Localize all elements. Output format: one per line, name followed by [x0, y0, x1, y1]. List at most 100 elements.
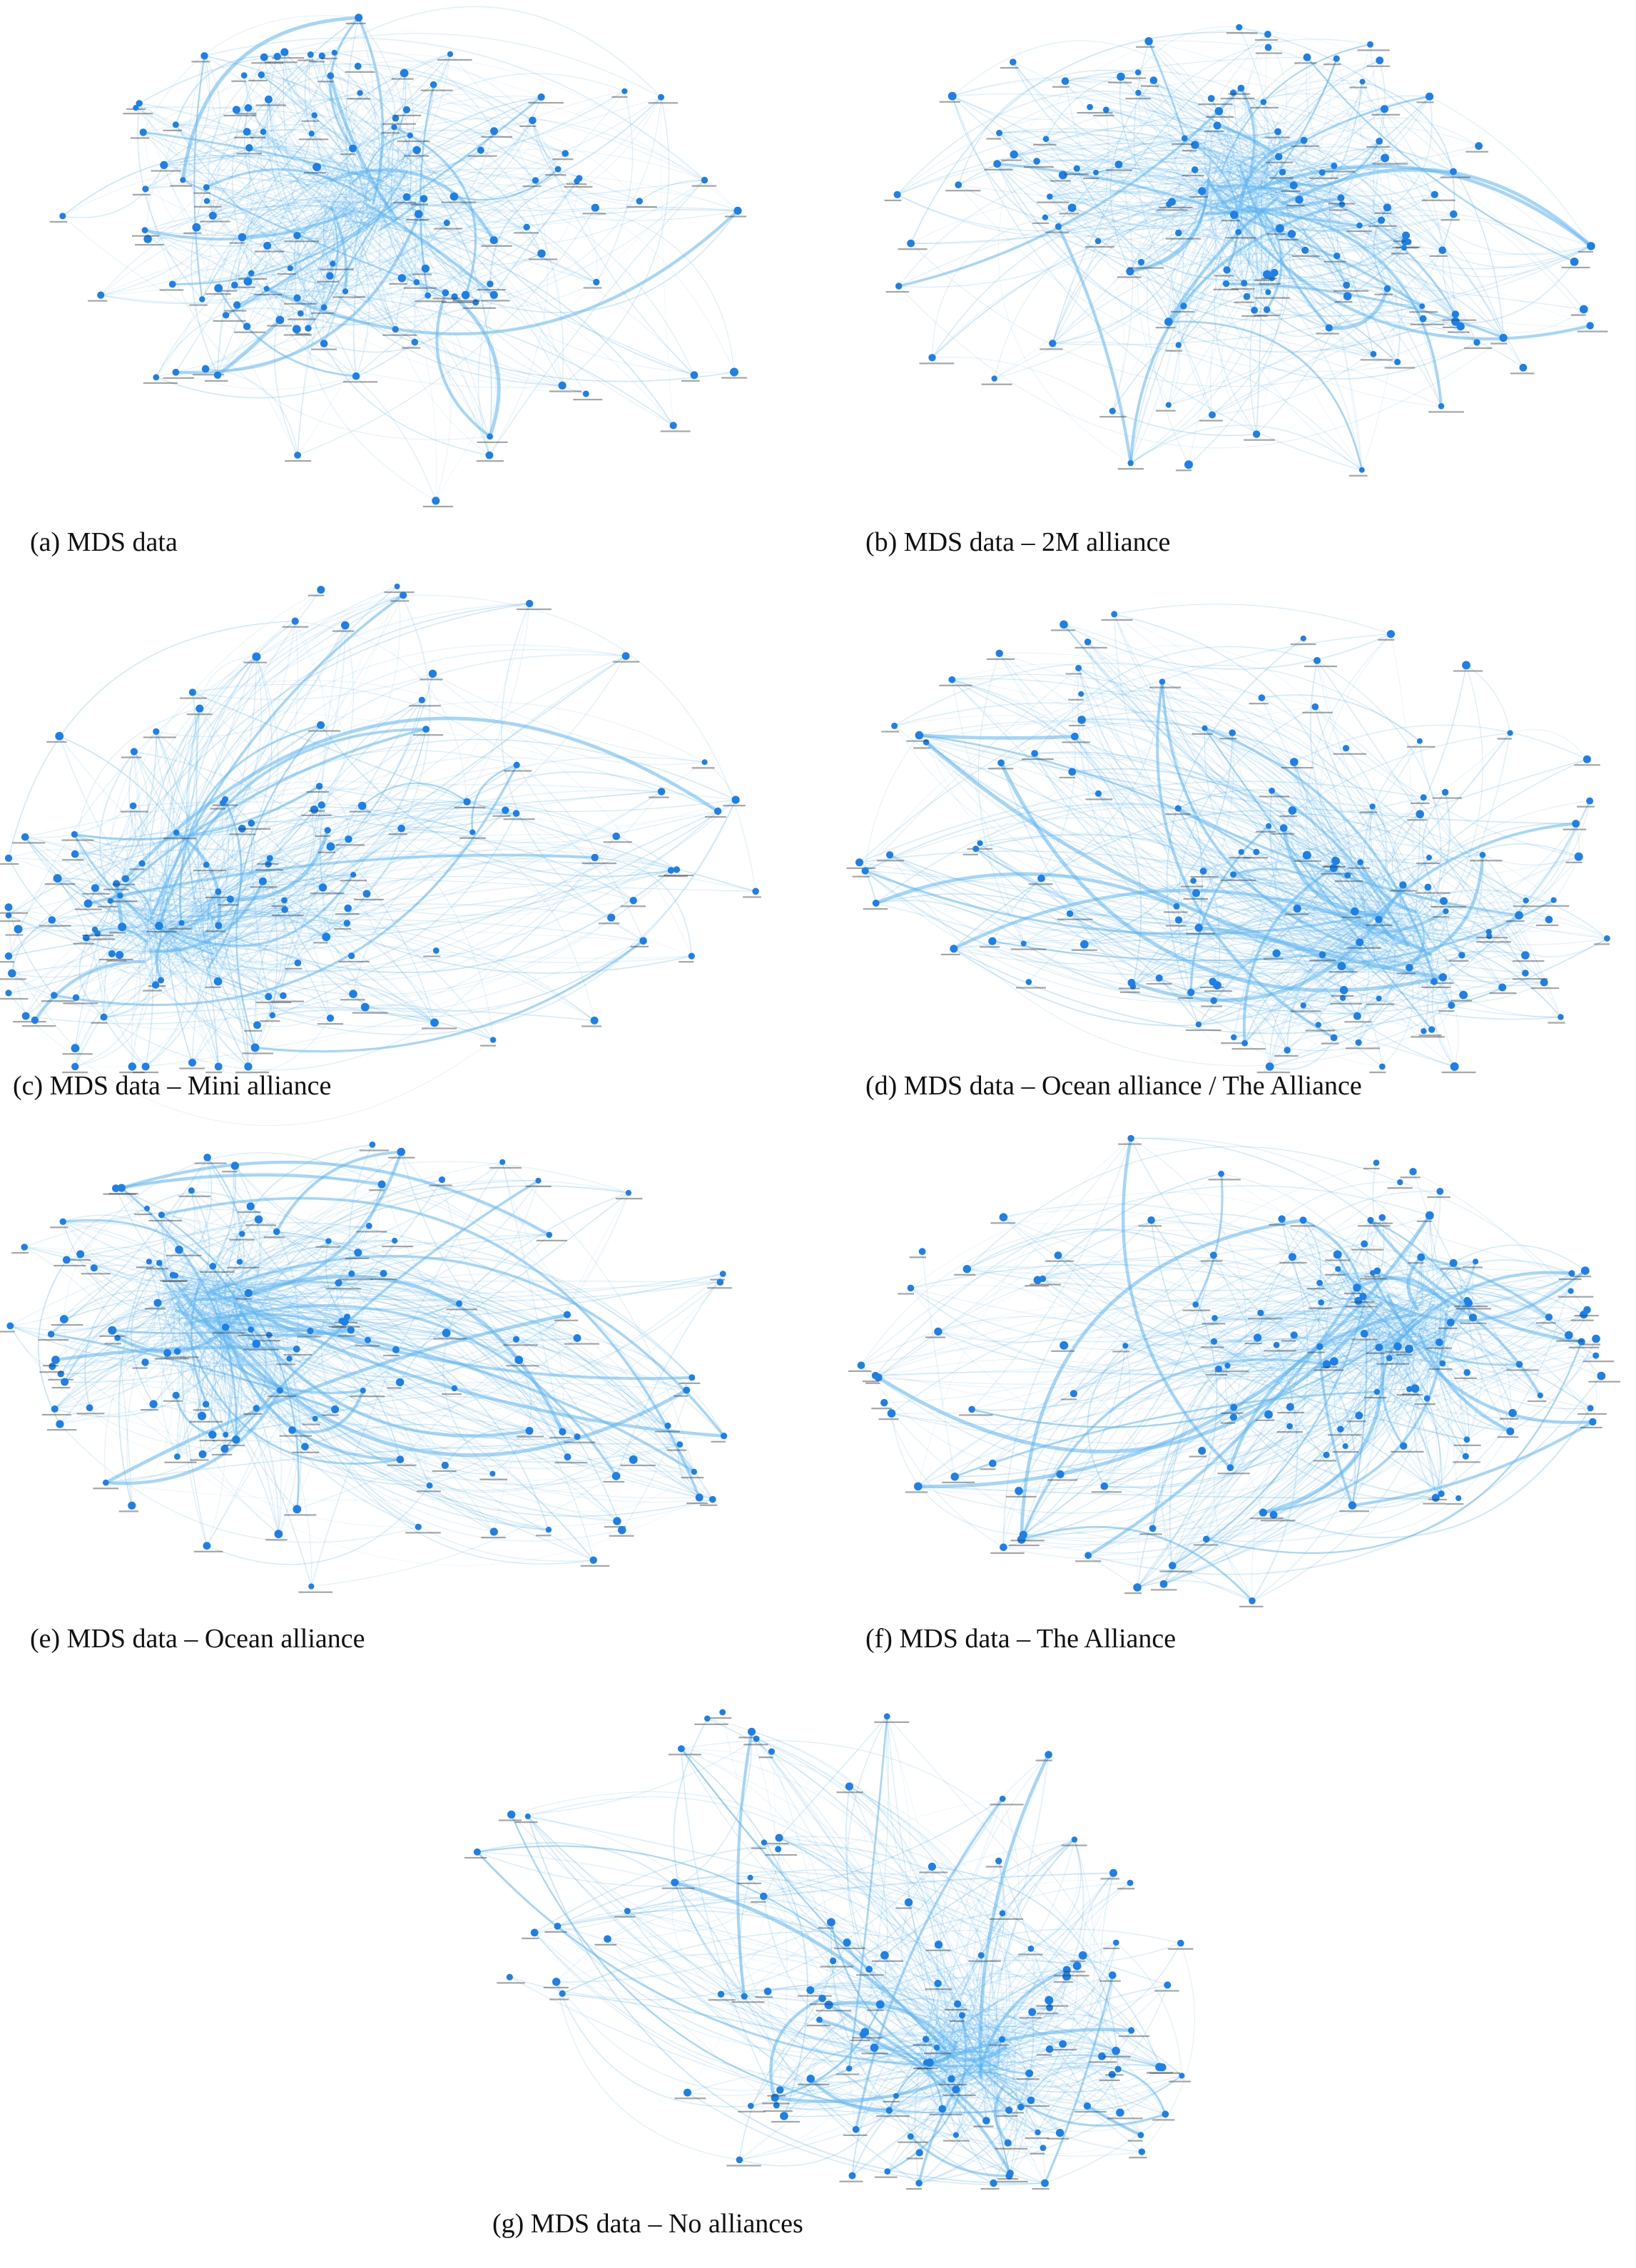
port-node	[1095, 790, 1102, 797]
node-label-mark	[1497, 1436, 1519, 1438]
edge	[357, 17, 385, 205]
node-label-mark	[1421, 986, 1451, 988]
edge	[166, 936, 219, 1067]
edge	[156, 222, 360, 378]
edge	[217, 295, 455, 376]
node-label-mark	[489, 1166, 522, 1169]
edge	[97, 933, 161, 981]
edge	[1276, 952, 1342, 973]
edge	[400, 1151, 519, 1361]
edge	[93, 1222, 568, 1316]
edge	[998, 2056, 1010, 2110]
node-label-mark	[1455, 1308, 1491, 1310]
port-node	[1449, 1258, 1458, 1267]
port-node	[232, 1435, 240, 1444]
edge	[863, 2033, 950, 2078]
node-label-mark	[865, 1382, 880, 1384]
edge	[205, 932, 220, 1067]
port-node	[1274, 128, 1281, 136]
edge	[11, 973, 156, 1007]
node-label-mark	[1309, 960, 1336, 962]
edge	[975, 848, 1503, 1015]
edge	[325, 54, 451, 224]
edge	[157, 881, 263, 949]
port-node	[855, 858, 863, 867]
node-label-mark	[1274, 1055, 1299, 1057]
port-node	[1359, 1293, 1367, 1301]
edge	[1131, 902, 1416, 983]
edge	[1050, 96, 1430, 197]
edge	[1364, 758, 1587, 925]
node-label-mark	[5, 934, 24, 936]
node-label-mark	[1239, 1605, 1264, 1607]
edge	[230, 700, 422, 900]
edge	[296, 153, 566, 330]
edge	[315, 1192, 629, 1420]
port-node	[1080, 940, 1089, 949]
port-node	[499, 1159, 506, 1165]
edge	[1280, 167, 1592, 248]
node-label-mark	[1294, 860, 1321, 862]
edge	[1371, 1272, 1418, 1337]
port-node	[1066, 910, 1074, 917]
edge	[87, 603, 530, 904]
edge	[992, 2100, 1032, 2184]
port-node	[1335, 1266, 1341, 1272]
node-label-mark	[529, 258, 558, 260]
port-node	[1266, 823, 1272, 829]
edge	[1261, 185, 1338, 257]
node-label-mark	[243, 1413, 263, 1415]
node-label-mark	[1314, 1460, 1336, 1462]
edge	[1471, 1261, 1541, 1396]
edge	[1178, 830, 1483, 920]
edge	[979, 843, 1389, 952]
edge	[365, 1004, 494, 1041]
edge	[159, 1263, 203, 1280]
edge	[156, 307, 301, 378]
edge	[292, 1377, 692, 1430]
caption-f: (f) MDS data – The Alliance	[865, 1624, 1177, 1654]
edge	[1178, 792, 1446, 816]
edge	[243, 1225, 370, 1322]
edge	[407, 223, 426, 269]
edge	[1426, 1302, 1469, 1399]
edge	[1178, 232, 1478, 343]
edge	[1065, 81, 1388, 215]
edge	[62, 1221, 190, 1320]
edge	[76, 967, 147, 998]
edge	[406, 97, 661, 213]
port-node	[564, 1453, 571, 1461]
edge	[1319, 1283, 1410, 1390]
edge	[918, 1485, 1436, 1499]
edge	[213, 756, 705, 967]
port-node	[1420, 794, 1427, 801]
edge	[400, 1314, 568, 1383]
edge	[173, 810, 506, 963]
node-label-mark	[1548, 1022, 1565, 1024]
edge	[161, 874, 354, 948]
edge	[205, 368, 298, 456]
edge	[1130, 98, 1258, 464]
port-node	[469, 829, 476, 835]
node-label-mark	[1292, 255, 1320, 257]
edge	[103, 1007, 595, 1022]
port-node	[1375, 915, 1383, 923]
edge	[360, 119, 533, 223]
edge	[1262, 178, 1405, 250]
node-label-mark	[328, 1326, 360, 1328]
port-node	[266, 855, 273, 862]
edge	[310, 1161, 503, 1587]
edge	[235, 1165, 358, 1253]
node-label-mark	[1396, 1353, 1413, 1356]
edge	[1081, 691, 1414, 914]
edge	[404, 72, 559, 170]
edge	[218, 838, 350, 982]
port-node	[1354, 1296, 1363, 1305]
node-label-mark	[1206, 1373, 1228, 1376]
port-node	[1257, 1309, 1264, 1316]
edge	[195, 1333, 364, 1391]
port-node	[71, 1044, 80, 1053]
edge	[161, 1214, 300, 1510]
node-label-mark	[1334, 301, 1353, 303]
port-node	[947, 91, 957, 101]
